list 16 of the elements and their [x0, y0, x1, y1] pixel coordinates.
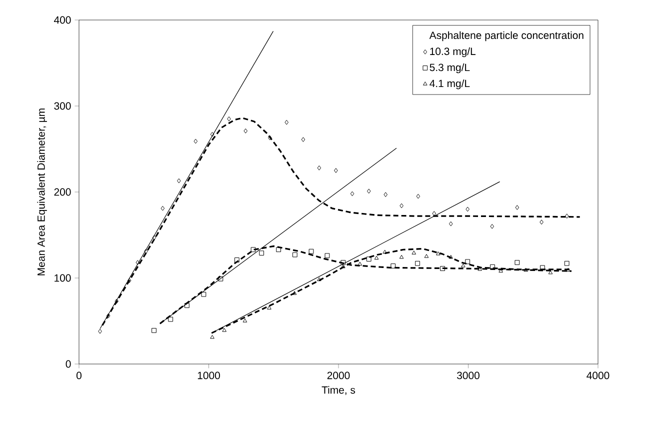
y-tick-label: 0 — [66, 360, 71, 368]
y-tick-label: 200 — [54, 188, 71, 196]
x-tick-label: 0 — [76, 372, 82, 380]
legend-label: 5.3 mg/L — [430, 63, 470, 74]
x-axis-title: Time, s — [322, 386, 356, 395]
x-tick-label: 3000 — [457, 372, 480, 380]
legend-title: Asphaltene particle concentration — [429, 31, 584, 42]
y-axis-title: Mean Area Equivalent Diameter, µm — [37, 108, 47, 276]
legend-label: 10.3 mg/L — [430, 47, 476, 58]
y-tick-label: 400 — [54, 16, 71, 24]
legend-label: 4.1 mg/L — [430, 79, 470, 90]
y-tick-label: 300 — [54, 102, 71, 110]
y-tick-label: 100 — [54, 274, 71, 282]
x-tick-label: 4000 — [586, 372, 610, 380]
x-tick-label: 1000 — [198, 372, 220, 380]
x-tick-label: 2000 — [327, 372, 350, 380]
